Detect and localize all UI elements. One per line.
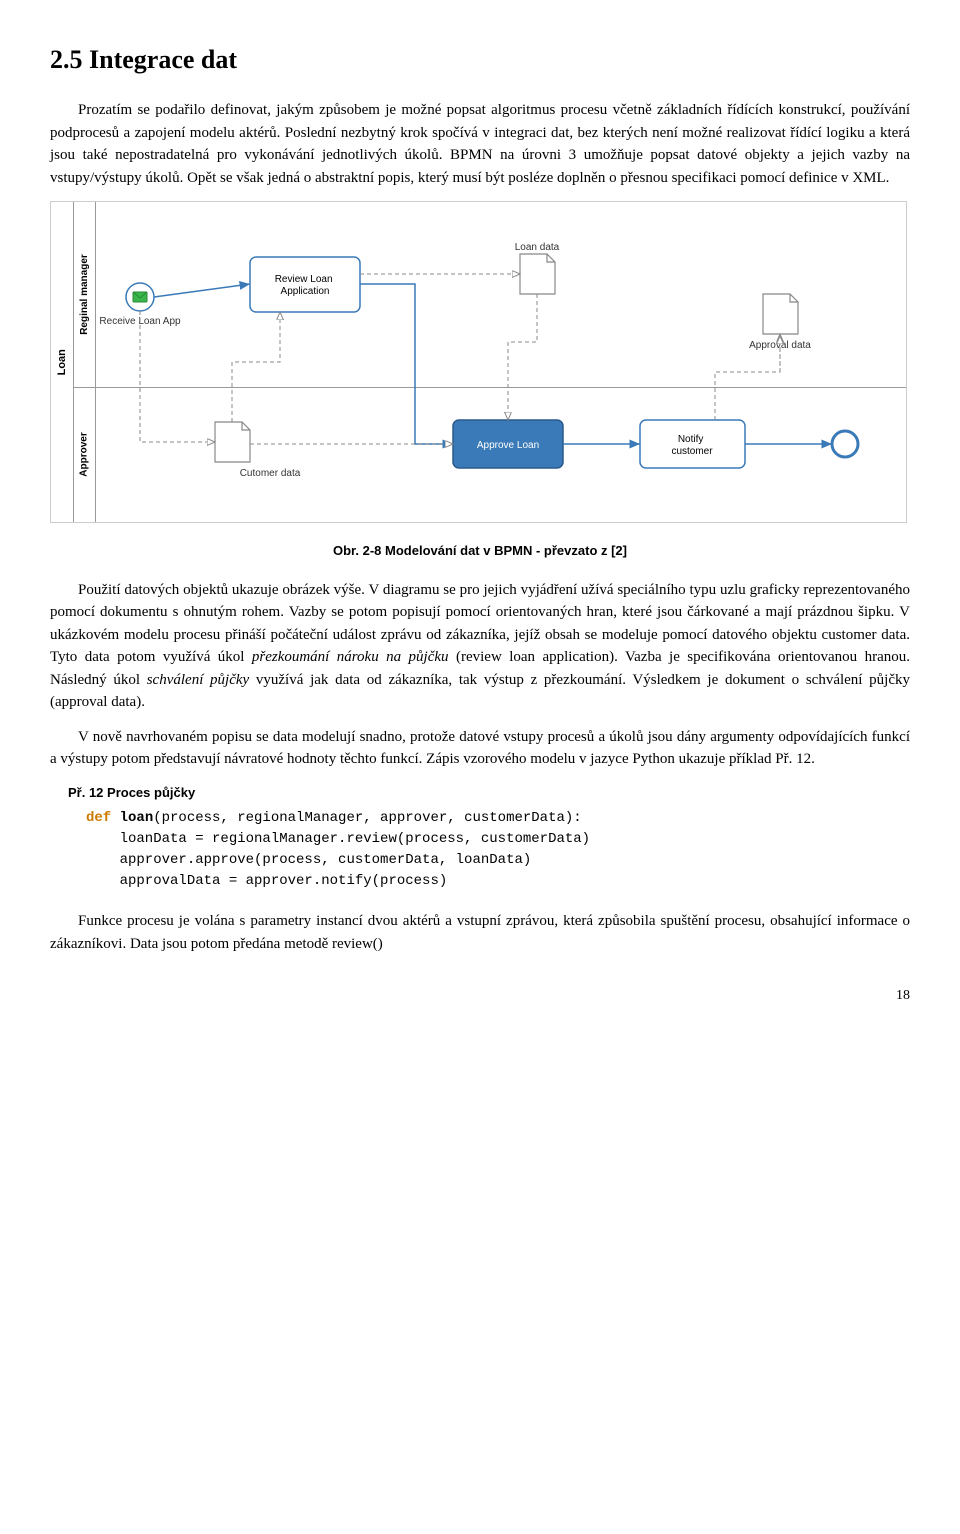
example-label: Př. 12 Proces půjčky: [68, 783, 910, 803]
svg-text:Review Loan Application: Review Loan Application: [275, 274, 336, 297]
section-heading: 2.5 Integrace dat: [50, 40, 910, 79]
paragraph-1: Prozatím se podařilo definovat, jakým zp…: [50, 99, 910, 189]
pool-label: Loan: [51, 202, 74, 522]
bpmn-diagram: Loan Reginal manager Approver Receive Lo…: [50, 201, 907, 523]
lane-label-1: Reginal manager: [73, 202, 96, 387]
code-block: def loan(process, regionalManager, appro…: [86, 808, 910, 892]
svg-text:Approve Loan: Approve Loan: [477, 440, 539, 451]
svg-text:Cutomer data: Cutomer data: [240, 468, 301, 479]
paragraph-3: V nově navrhovaném popisu se data modelu…: [50, 726, 910, 771]
paragraph-2: Použití datových objektů ukazuje obrázek…: [50, 579, 910, 714]
svg-text:Loan data: Loan data: [515, 242, 560, 253]
bpmn-svg: Receive Loan App Review Loan Application…: [95, 202, 906, 522]
lane-label-2: Approver: [73, 387, 96, 522]
paragraph-4: Funkce procesu je volána s parametry ins…: [50, 910, 910, 955]
figure-caption: Obr. 2-8 Modelování dat v BPMN - převzat…: [50, 541, 910, 561]
page-number: 18: [50, 985, 910, 1006]
